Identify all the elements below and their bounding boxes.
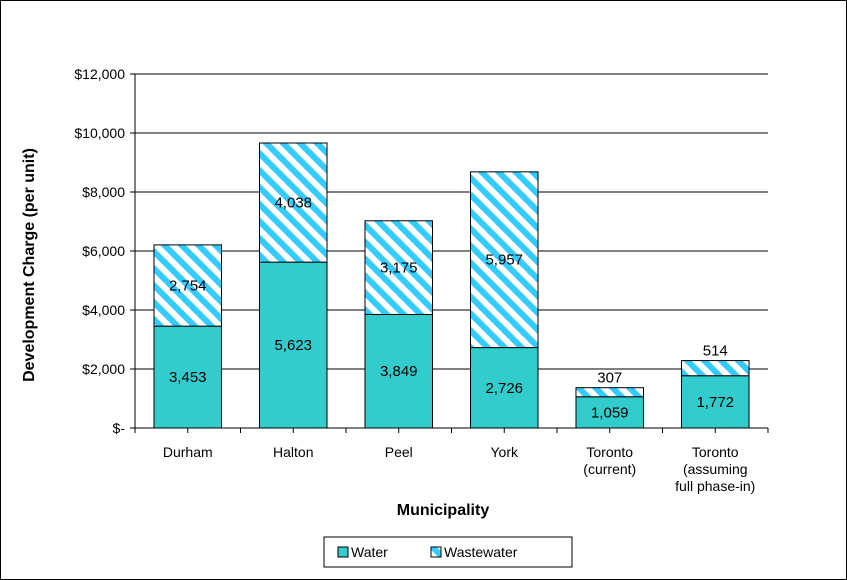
y-axis-ticks: $- $2,000 $4,000 $6,000 $8,000 $10,000 $12,000 bbox=[74, 66, 135, 436]
data-label: 514 bbox=[703, 343, 728, 360]
data-label: 3,175 bbox=[380, 260, 418, 277]
y-tick-label: $10,000 bbox=[74, 125, 125, 141]
y-axis-title: Development Charge (per unit) bbox=[21, 148, 38, 382]
x-tick-label: Toronto (current) bbox=[583, 444, 636, 477]
bar-wastewater bbox=[153, 244, 223, 327]
x-tick-label: York bbox=[490, 444, 519, 460]
y-tick-label: $6,000 bbox=[82, 243, 125, 259]
legend-box bbox=[323, 536, 573, 568]
bar-water bbox=[153, 325, 223, 429]
bar-wastewater bbox=[469, 171, 539, 349]
bar-wastewater bbox=[258, 142, 328, 263]
x-tick-label: Durham bbox=[163, 444, 213, 460]
y-tick-label: $8,000 bbox=[82, 184, 125, 200]
x-axis-title: Municipality bbox=[397, 502, 490, 519]
x-tick-label: Halton bbox=[273, 444, 313, 460]
data-label: 2,754 bbox=[169, 278, 207, 295]
x-axis-categories: Durham Halton Peel York Toronto (current) Toro… bbox=[134, 428, 769, 494]
axes bbox=[134, 74, 768, 429]
data-label: 5,623 bbox=[274, 337, 312, 354]
data-label: 1,772 bbox=[696, 394, 734, 411]
data-label: 307 bbox=[597, 370, 622, 387]
legend-label: Wastewater bbox=[444, 544, 518, 560]
data-label: 5,957 bbox=[485, 252, 523, 269]
data-label: 3,453 bbox=[169, 369, 207, 386]
bar-wastewater bbox=[680, 360, 750, 377]
y-tick-label: $4,000 bbox=[82, 302, 125, 318]
y-tick-label: $2,000 bbox=[82, 361, 125, 377]
legend-swatch bbox=[337, 546, 349, 558]
x-tick-label: Toronto (assuming full phase-in) bbox=[675, 444, 755, 494]
data-label: 1,059 bbox=[591, 404, 629, 421]
bar-wastewater bbox=[575, 387, 645, 398]
y-tick-label: $- bbox=[113, 420, 126, 436]
legend: Water Wastewater bbox=[323, 536, 573, 568]
bar-wastewater bbox=[364, 220, 434, 315]
y-tick-label: $12,000 bbox=[74, 66, 125, 82]
x-tick-label: Peel bbox=[385, 444, 413, 460]
legend-swatch bbox=[430, 546, 442, 558]
legend-label: Water bbox=[351, 544, 388, 560]
data-label: 2,726 bbox=[485, 380, 523, 397]
data-label: 3,849 bbox=[380, 363, 418, 380]
data-label: 4,038 bbox=[274, 195, 312, 212]
bars: 3,453 2,754 5,623 4,038 3,849 3,175 2,726 5,957… bbox=[153, 142, 750, 429]
bar-water bbox=[469, 347, 539, 429]
gridlines bbox=[135, 73, 768, 370]
